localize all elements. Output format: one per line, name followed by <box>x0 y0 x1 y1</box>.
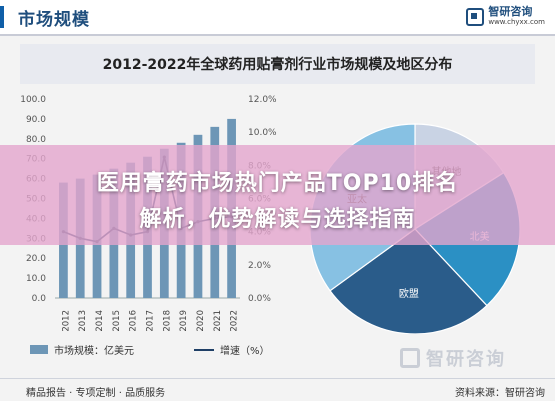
x-tick-label: 2013 <box>78 310 88 332</box>
y-right-tick-label: 10.0% <box>248 128 277 138</box>
x-tick-label: 2016 <box>129 310 139 332</box>
x-tick-label: 2022 <box>230 310 240 332</box>
pie-label: 欧盟 <box>399 288 419 300</box>
y-right-tick-label: 12.0% <box>248 95 277 105</box>
legend-line-label: 增速（%） <box>220 346 270 357</box>
x-tick-label: 2014 <box>95 310 105 332</box>
legend-bar-label: 市场规模：亿美元 <box>54 346 134 357</box>
title-accent <box>0 6 4 28</box>
x-tick-label: 2021 <box>213 310 223 332</box>
y-left-tick-label: 0.0 <box>32 294 47 304</box>
legend-line-swatch <box>194 348 214 351</box>
y-left-tick-label: 90.0 <box>26 115 46 125</box>
x-tick-label: 2017 <box>146 310 156 332</box>
y-left-tick-label: 20.0 <box>26 254 46 264</box>
x-tick-label: 2019 <box>179 310 189 332</box>
page-title: 市场规模 <box>18 10 90 30</box>
x-tick-label: 2015 <box>112 310 122 332</box>
y-left-tick-label: 10.0 <box>26 274 46 284</box>
watermark: 智研咨询 <box>400 345 506 371</box>
headline-banner: 医用膏药市场热门产品TOP10排名 解析，优势解读与选择指南 <box>0 145 555 245</box>
y-right-tick-label: 0.0% <box>248 294 271 304</box>
brand-name: 智研咨询 <box>488 5 533 18</box>
brand: 智研咨询 www.chyxx.com <box>466 4 545 30</box>
x-tick-label: 2020 <box>196 310 206 332</box>
brand-url: www.chyxx.com <box>488 18 545 26</box>
watermark-name: 智研咨询 <box>426 349 506 370</box>
watermark-logo-icon <box>400 348 420 368</box>
brand-logo-icon <box>466 8 485 26</box>
y-left-tick-label: 80.0 <box>26 135 46 145</box>
y-right-tick-label: 2.0% <box>248 261 271 271</box>
headline-line-2: 解析，优势解读与选择指南 <box>139 207 416 232</box>
chart-legend: 市场规模：亿美元 增速（%） <box>30 342 270 357</box>
top-bar: 市场规模 智研咨询 www.chyxx.com <box>0 0 555 36</box>
x-tick-label: 2018 <box>162 310 172 332</box>
x-tick-label: 2012 <box>61 310 71 332</box>
chart-title-band: 2012-2022年全球药用贴膏剂行业市场规模及地区分布 <box>20 44 535 84</box>
legend-bar-swatch <box>30 345 48 354</box>
footer-slogan: 精品报告 · 专项定制 · 品质服务 <box>26 388 166 399</box>
chart-title: 2012-2022年全球药用贴膏剂行业市场规模及地区分布 <box>102 57 453 73</box>
footer-source: 资料来源：智研咨询 <box>455 388 545 399</box>
footer: 精品报告 · 专项定制 · 品质服务 资料来源：智研咨询 <box>0 378 555 401</box>
headline-line-1: 医用膏药市场热门产品TOP10排名 <box>96 171 459 196</box>
y-left-tick-label: 100.0 <box>20 95 46 105</box>
pie-slice <box>329 228 488 334</box>
